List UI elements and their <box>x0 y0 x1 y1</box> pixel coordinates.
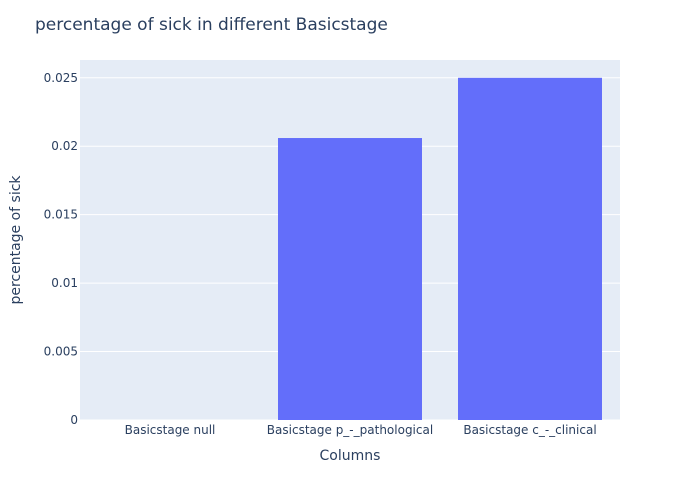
y-tick-label: 0.025 <box>44 71 78 85</box>
bar <box>278 138 422 420</box>
x-tick-label: Basicstage p_-_pathological <box>267 423 433 437</box>
y-axis-title: percentage of sick <box>8 175 24 305</box>
y-tick-label: 0.005 <box>44 345 78 359</box>
x-axis-ticks: Basicstage null Basicstage p_-_pathologic… <box>125 423 597 437</box>
y-tick-label: 0.01 <box>51 276 78 290</box>
x-axis-title: Columns <box>320 448 381 464</box>
x-tick-label: Basicstage c_-_clinical <box>463 423 596 437</box>
x-tick-label: Basicstage null <box>125 423 216 437</box>
y-tick-label: 0.015 <box>44 208 78 222</box>
bar <box>458 77 602 420</box>
y-axis-ticks: 0 0.005 0.01 0.015 0.02 0.025 <box>44 71 78 427</box>
y-tick-label: 0.02 <box>51 139 78 153</box>
bars <box>278 77 602 420</box>
chart-title: percentage of sick in different Basicsta… <box>35 15 388 35</box>
y-tick-label: 0 <box>70 413 78 427</box>
